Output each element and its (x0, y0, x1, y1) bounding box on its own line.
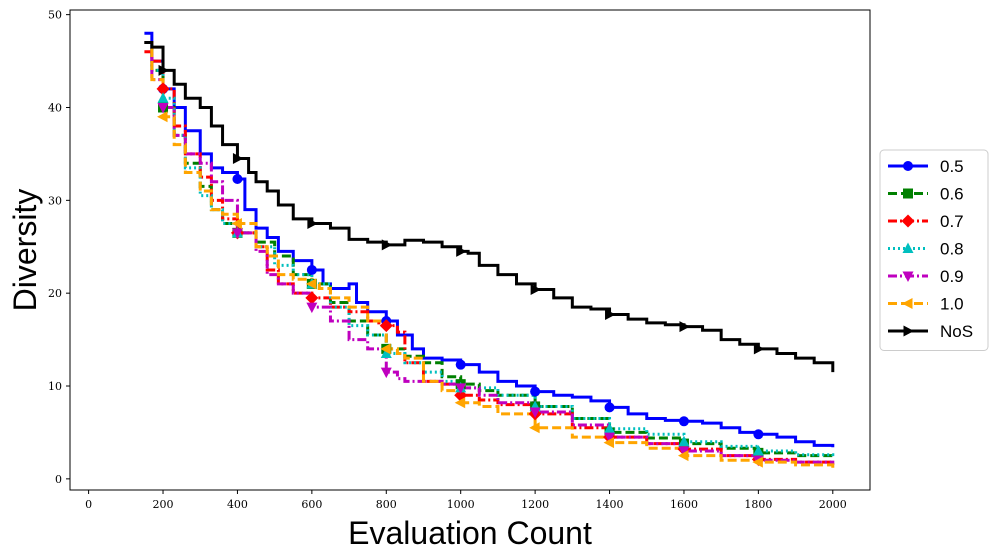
legend-label: 0.5 (940, 157, 964, 176)
legend-marker (902, 298, 913, 309)
legend-item: 0.7 (888, 212, 964, 231)
data-point (530, 283, 542, 295)
x-tick-label: 1200 (521, 498, 549, 511)
data-point (232, 153, 244, 165)
y-axis-ticks: 0 10 20 30 40 50 (48, 9, 70, 486)
x-tick-label: 600 (301, 498, 322, 511)
series-line-NoS (144, 40, 835, 373)
data-point (529, 407, 541, 419)
plot-lines (144, 31, 835, 468)
data-point (380, 367, 392, 379)
legend-item: 0.5 (888, 157, 964, 176)
data-point (678, 446, 690, 458)
plot-frame (69, 9, 871, 491)
legend-marker (902, 271, 914, 282)
series-line-0.5 (144, 31, 835, 448)
data-point (603, 437, 615, 449)
x-tick-label: 1600 (670, 498, 698, 511)
y-tick-label: 30 (48, 194, 62, 207)
legend-item: 0.9 (888, 267, 964, 286)
legend-item: 0.6 (888, 185, 964, 204)
legend-label: NoS (940, 322, 973, 341)
data-point (604, 422, 616, 434)
data-point (231, 218, 242, 230)
series-line-0.9 (144, 40, 835, 465)
data-point (305, 291, 319, 305)
y-tick-label: 0 (55, 473, 62, 486)
x-tick-label: 0 (85, 498, 92, 511)
data-point (305, 278, 317, 290)
legend-box (879, 149, 989, 351)
data-point (605, 309, 616, 321)
x-tick-label: 400 (227, 498, 248, 511)
legend-item: 0.8 (888, 240, 964, 259)
data-point (380, 343, 391, 355)
y-tick-label: 40 (48, 101, 62, 114)
data-point (307, 218, 318, 230)
legend-item: 1.0 (888, 295, 964, 314)
y-axis-label: Diversity (7, 189, 43, 312)
legend-marker (903, 188, 913, 199)
y-tick-label: 20 (48, 287, 62, 300)
data-point (157, 92, 169, 103)
data-point (456, 245, 467, 257)
data-point (158, 64, 170, 76)
data-point (156, 82, 170, 96)
data-point (678, 416, 689, 427)
data-point (306, 302, 318, 314)
legend-item: NoS (888, 322, 973, 341)
data-point (752, 456, 763, 468)
legend-marker (902, 242, 914, 253)
x-tick-label: 2000 (819, 498, 847, 511)
x-axis-ticks: 0 200 400 600 800 1000 1200 1400 1600 1800 2000 (85, 490, 847, 511)
data-point (678, 435, 690, 447)
legend-label: 0.6 (940, 185, 964, 204)
data-point (232, 173, 243, 184)
data-point (306, 264, 317, 275)
legend-label: 1.0 (940, 295, 964, 314)
x-tick-label: 1400 (596, 498, 624, 511)
x-tick-label: 200 (153, 498, 174, 511)
data-point (380, 347, 392, 359)
plot-markers (156, 64, 765, 468)
series-line-0.7 (144, 50, 835, 465)
data-point (679, 321, 690, 333)
data-point (379, 319, 393, 333)
legend: 0.5 0.6 0.7 0.8 0.9 1.0 NoS (879, 149, 989, 351)
x-tick-label: 1000 (447, 498, 475, 511)
data-point (455, 383, 467, 394)
data-point (753, 429, 764, 440)
data-point (677, 450, 689, 462)
data-point (455, 359, 466, 370)
y-tick-label: 50 (48, 9, 62, 22)
legend-marker (903, 325, 914, 337)
data-point (157, 111, 168, 123)
series-line-0.6 (144, 40, 835, 458)
series-line-0.8 (144, 40, 835, 458)
legend-marker (903, 161, 913, 171)
y-tick-label: 10 (48, 380, 62, 393)
x-tick-label: 800 (376, 498, 397, 511)
legend-label: 0.7 (940, 212, 964, 231)
data-point (752, 445, 764, 456)
data-point (530, 386, 541, 397)
data-point (231, 228, 243, 239)
data-point (604, 402, 615, 413)
data-point (529, 422, 540, 434)
legend-label: 0.9 (940, 267, 964, 286)
data-point (753, 343, 765, 355)
x-tick-label: 1800 (744, 498, 772, 511)
series-line-1.0 (144, 40, 835, 468)
legend-marker (901, 214, 915, 228)
data-point (381, 239, 393, 251)
data-point (454, 397, 466, 409)
data-point (157, 102, 169, 114)
x-axis-label: Evaluation Count (348, 515, 592, 551)
legend-label: 0.8 (940, 240, 964, 259)
data-point (604, 432, 616, 444)
